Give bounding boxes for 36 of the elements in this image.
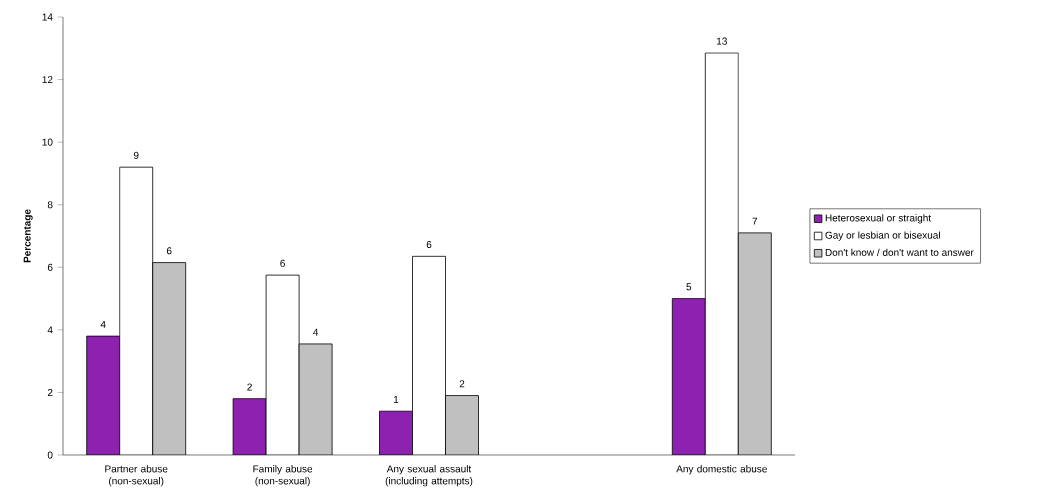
- y-tick-label: 4: [47, 326, 53, 334]
- x-tick-label: Partner abuse (non-sexual): [105, 465, 168, 487]
- legend-label: Don't know / don't want to answer: [825, 248, 974, 256]
- y-tick-label: 6: [47, 263, 53, 271]
- y-tick-label: 12: [42, 76, 53, 84]
- x-tick-label: Any sexual assault (including attempts): [385, 465, 473, 487]
- data-label: 6: [426, 240, 432, 249]
- data-label: 2: [459, 380, 465, 388]
- data-label: 5: [686, 283, 692, 291]
- y-tick-label: 2: [47, 388, 53, 396]
- bar: [86, 335, 121, 455]
- y-tick-label: 0: [47, 451, 53, 459]
- y-tick-label: 8: [47, 201, 53, 209]
- x-tick-label: Family abuse (non-sexual): [253, 465, 313, 487]
- data-label: 6: [166, 247, 172, 255]
- data-label: 7: [752, 217, 758, 225]
- legend-label: Gay or lesbian or bisexual: [825, 231, 940, 241]
- y-tick-label: 10: [42, 138, 53, 146]
- bar: [298, 343, 333, 455]
- bar: [379, 410, 413, 455]
- bar: [737, 232, 772, 455]
- y-axis-title: Percentage: [23, 209, 33, 263]
- bar: [232, 398, 267, 455]
- bar: [152, 262, 187, 455]
- data-label: 4: [100, 320, 106, 328]
- data-label: 13: [717, 37, 727, 45]
- data-label: 4: [313, 328, 319, 336]
- data-label: 2: [247, 383, 252, 391]
- bar: [445, 395, 479, 455]
- data-label: 1: [393, 396, 399, 403]
- x-tick-label: Any domestic abuse: [676, 465, 767, 475]
- legend-label: Heterosexual or straight: [825, 214, 932, 224]
- bar: [671, 298, 706, 455]
- data-label: 9: [133, 151, 139, 159]
- y-tick-label: 14: [42, 13, 53, 21]
- data-label: 6: [280, 259, 285, 267]
